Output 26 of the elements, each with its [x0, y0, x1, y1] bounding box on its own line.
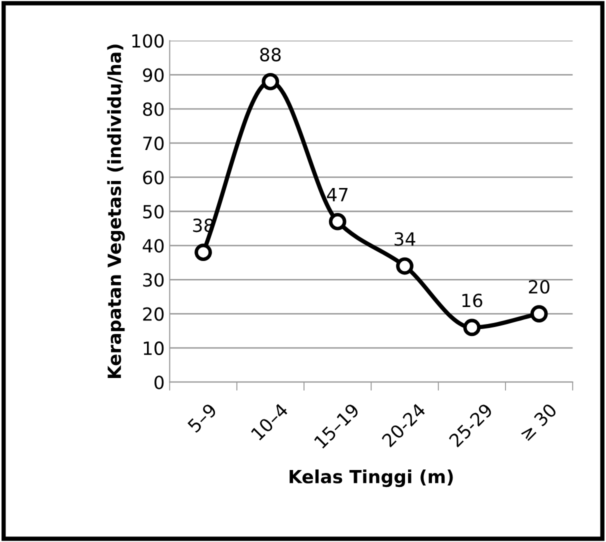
y-tick-label: 60: [143, 170, 164, 184]
point: [396, 257, 414, 275]
y-tick-label: 0: [154, 376, 164, 390]
y-tick-label: 70: [143, 136, 164, 150]
y-tick-label: 40: [142, 238, 164, 253]
y-tick-label: 30: [143, 273, 164, 287]
x-tick-label: 5–9: [186, 402, 218, 434]
data-label: 47: [326, 188, 348, 202]
y-axis-title: Kerapatan Vegetasi (individu/ha): [107, 44, 125, 378]
y-tick-label: 80: [143, 102, 164, 116]
point: [530, 305, 548, 322]
point: [262, 72, 280, 90]
x-axis-title: Kelas Tinggi (m): [290, 469, 453, 488]
data-label: 88: [260, 48, 281, 62]
data-label: 34: [394, 232, 416, 246]
y-tick-label: 100: [132, 34, 164, 48]
data-label: 16: [462, 294, 482, 308]
y-tick-label: 90: [142, 68, 164, 82]
y-tick-label: 10: [144, 341, 164, 356]
data-label: 20: [528, 280, 550, 294]
y-tick-label: 50: [143, 204, 164, 218]
point: [194, 244, 212, 262]
y-tick-label: 20: [143, 307, 164, 321]
point: [328, 212, 346, 230]
point: [463, 318, 481, 336]
x-tick-label: ≥ 30: [518, 402, 558, 442]
